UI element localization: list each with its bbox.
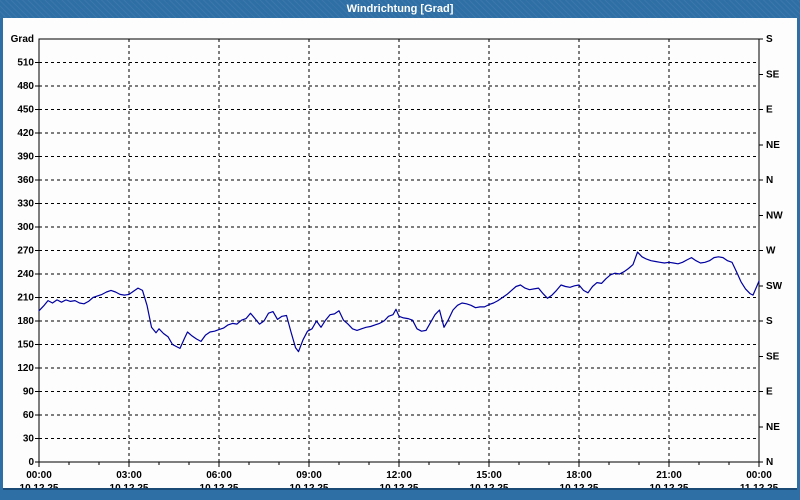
y-left-tick-label: 450 xyxy=(17,105,34,116)
x-time-label: 12:00 xyxy=(386,470,412,481)
y-right-compass-label: SW xyxy=(766,281,783,292)
y-left-tick-label: 390 xyxy=(17,152,34,163)
x-date-label: 10.12.25 xyxy=(110,483,149,488)
x-time-label: 00:00 xyxy=(26,470,52,481)
y-left-tick-label: 360 xyxy=(17,175,34,186)
chart-area: Grad 0 30 60 90 120 150 180 210 240 270 300 330 360 39… xyxy=(3,18,797,490)
x-date-label: 10.12.25 xyxy=(380,483,419,488)
x-date-label: 10.12.25 xyxy=(200,483,239,488)
y-right-compass-label: E xyxy=(766,387,773,398)
y-right-compass-label: E xyxy=(766,105,773,116)
x-date-label: 10.12.25 xyxy=(650,483,689,488)
y-axis-right: S SE E NE N NW W SW S SE E NE N xyxy=(759,34,783,468)
y-right-compass-label: NE xyxy=(766,422,780,433)
y-left-tick-label: 30 xyxy=(23,434,35,445)
y-left-tick-label: 60 xyxy=(23,410,35,421)
x-time-label: 18:00 xyxy=(566,470,592,481)
y-right-compass-label: N xyxy=(766,175,773,186)
x-axis: 00:00 10.12.25 03:00 10.12.25 06:00 10.12.25 0… xyxy=(20,462,779,488)
x-date-label: 10.12.25 xyxy=(560,483,599,488)
y-axis-left: Grad 0 30 60 90 120 150 180 210 240 270 300 330 360 39… xyxy=(11,34,39,468)
y-right-compass-label: S xyxy=(766,34,773,45)
y-left-tick-label: 210 xyxy=(17,293,34,304)
y-left-tick-label: 420 xyxy=(17,128,34,139)
y-left-tick-label: 240 xyxy=(17,269,34,280)
x-time-label: 00:00 xyxy=(746,470,772,481)
y-left-tick-label: 480 xyxy=(17,81,34,92)
y-left-tick-label: 300 xyxy=(17,222,34,233)
y-left-tick-label: 270 xyxy=(17,246,34,257)
y-left-tick-label: 150 xyxy=(17,340,34,351)
y-right-compass-label: SE xyxy=(766,69,780,80)
x-time-label: 09:00 xyxy=(296,470,322,481)
x-date-label: 11.12.25 xyxy=(740,483,779,488)
y-right-compass-label: NE xyxy=(766,140,780,151)
y-right-compass-label: W xyxy=(766,246,776,257)
window-title-bar[interactable]: Windrichtung [Grad] xyxy=(0,0,800,18)
vertical-gridlines xyxy=(128,39,670,462)
y-right-compass-label: SE xyxy=(766,351,780,362)
x-time-label: 15:00 xyxy=(476,470,502,481)
x-date-label: 10.12.25 xyxy=(470,483,509,488)
window-title: Windrichtung [Grad] xyxy=(346,3,454,15)
x-time-label: 21:00 xyxy=(656,470,682,481)
x-time-label: 03:00 xyxy=(116,470,142,481)
y-left-tick-label: 330 xyxy=(17,199,34,210)
wind-direction-line xyxy=(38,251,760,353)
wind-direction-chart: Grad 0 30 60 90 120 150 180 210 240 270 300 330 360 39… xyxy=(11,34,784,488)
y-left-tick-label: 0 xyxy=(28,457,34,468)
y-left-tick-label: 510 xyxy=(17,58,34,69)
y-axis-left-title: Grad xyxy=(11,34,34,45)
x-date-label: 10.12.25 xyxy=(290,483,329,488)
y-left-tick-label: 120 xyxy=(17,363,34,374)
y-right-compass-label: N xyxy=(766,457,773,468)
y-right-compass-label: NW xyxy=(766,210,783,221)
x-time-label: 06:00 xyxy=(206,470,232,481)
y-left-tick-label: 180 xyxy=(17,316,34,327)
x-date-label: 10.12.25 xyxy=(20,483,59,488)
y-left-tick-label: 90 xyxy=(23,387,35,398)
y-right-compass-label: S xyxy=(766,316,773,327)
